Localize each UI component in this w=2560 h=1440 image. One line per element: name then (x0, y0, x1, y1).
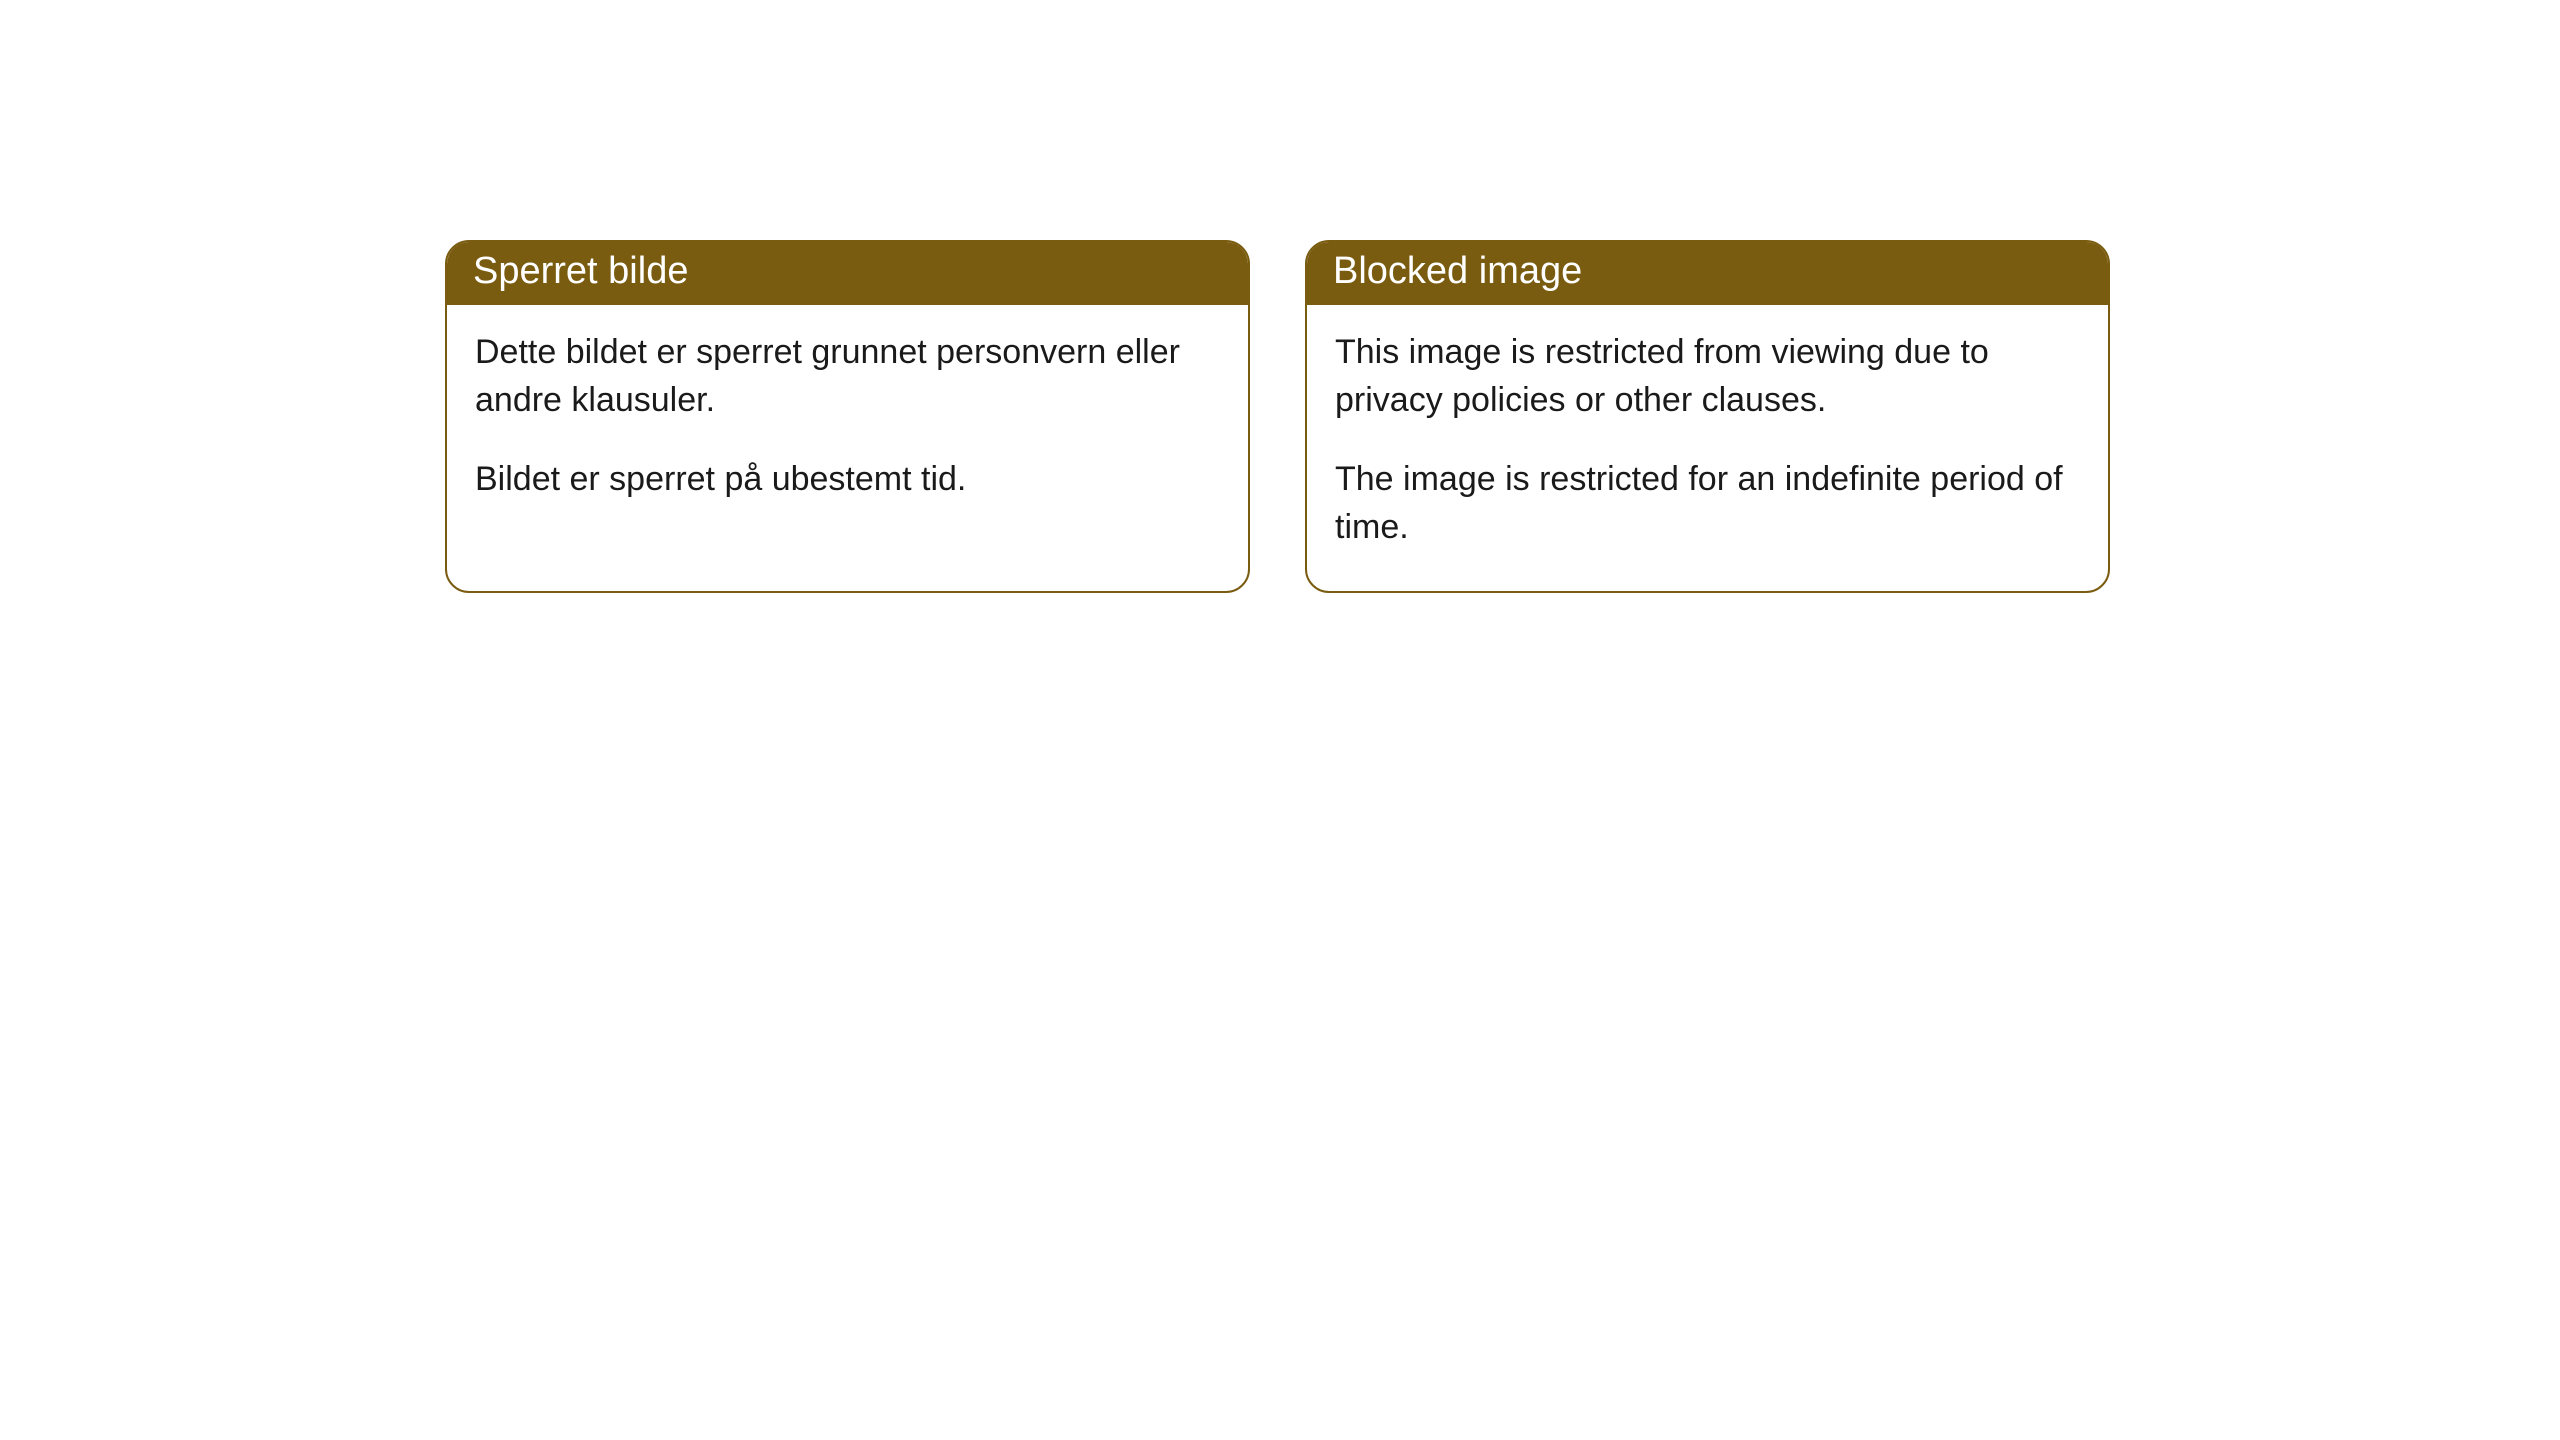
notice-card-norwegian: Sperret bilde Dette bildet er sperret gr… (445, 240, 1250, 593)
notice-cards-container: Sperret bilde Dette bildet er sperret gr… (0, 0, 2560, 593)
card-header: Sperret bilde (447, 242, 1248, 305)
card-title: Blocked image (1333, 250, 1582, 292)
card-paragraph: Dette bildet er sperret grunnet personve… (475, 329, 1220, 424)
card-body: Dette bildet er sperret grunnet personve… (447, 305, 1248, 544)
card-header: Blocked image (1307, 242, 2108, 305)
card-paragraph: This image is restricted from viewing du… (1335, 329, 2080, 424)
card-paragraph: The image is restricted for an indefinit… (1335, 456, 2080, 551)
card-paragraph: Bildet er sperret på ubestemt tid. (475, 456, 1220, 504)
card-body: This image is restricted from viewing du… (1307, 305, 2108, 591)
notice-card-english: Blocked image This image is restricted f… (1305, 240, 2110, 593)
card-title: Sperret bilde (473, 250, 688, 292)
